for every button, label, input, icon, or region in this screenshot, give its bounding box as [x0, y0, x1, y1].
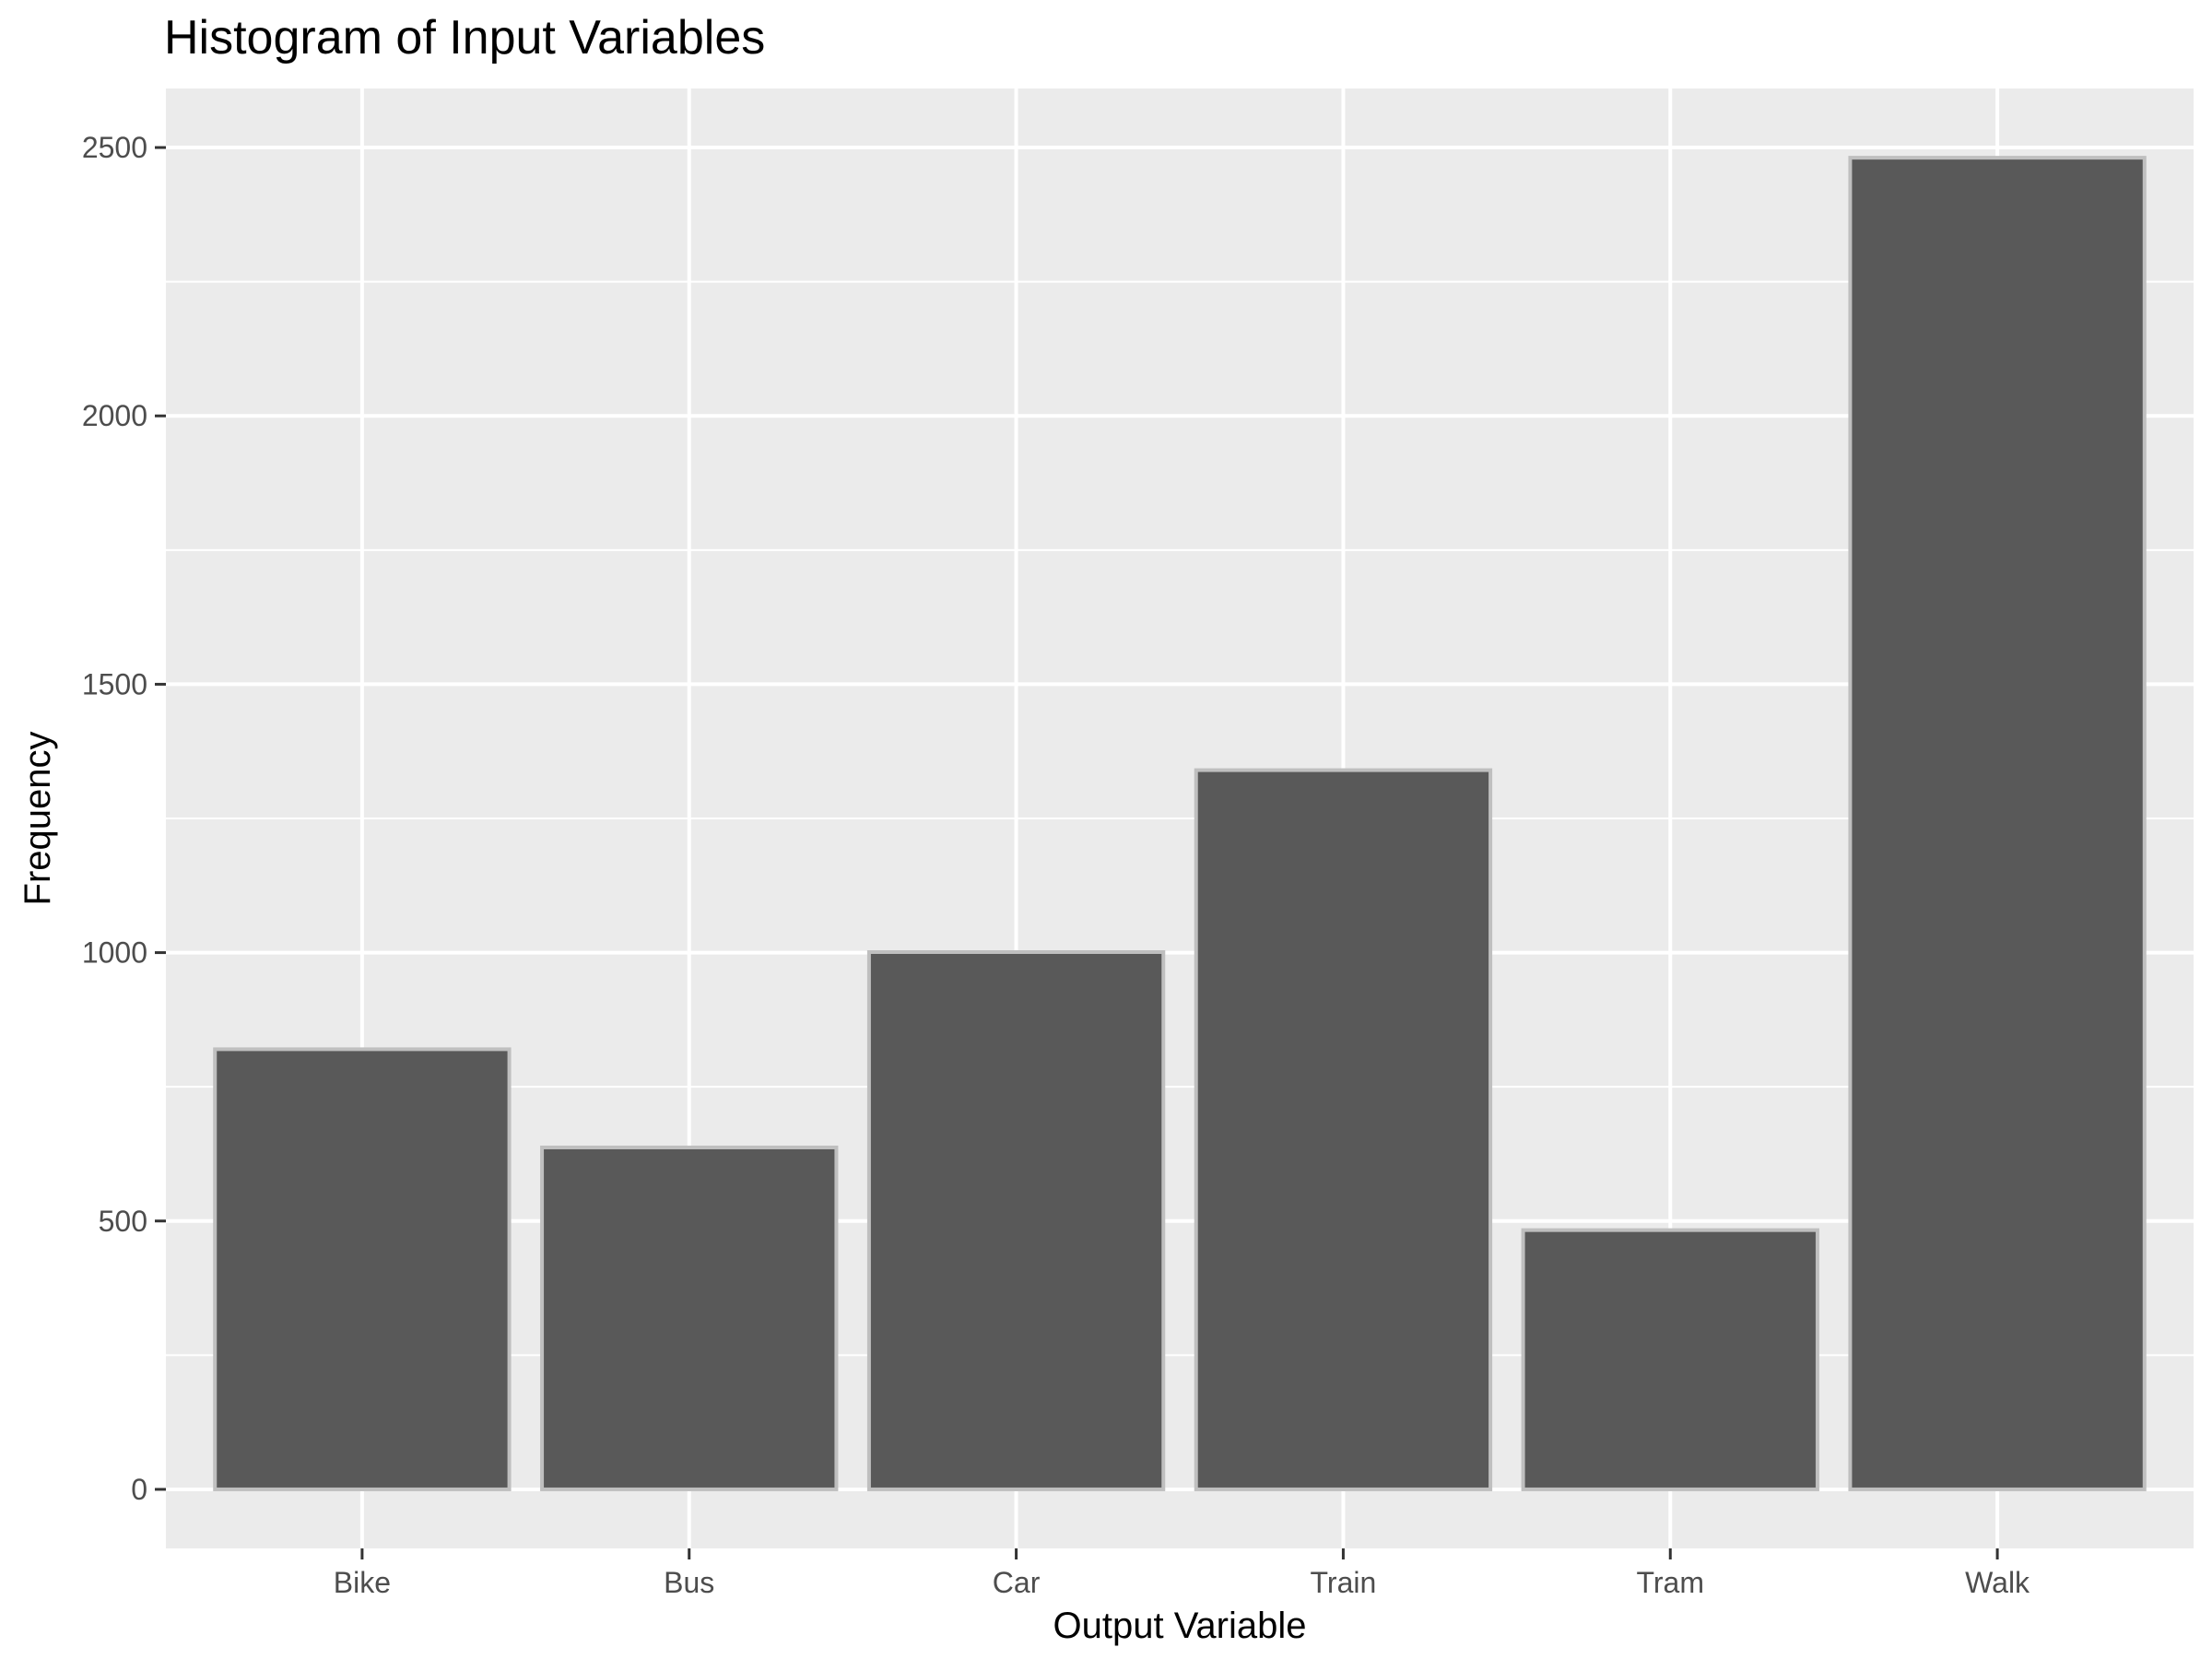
x-tick-label-train: Train	[1311, 1566, 1377, 1599]
y-tick-label: 2500	[82, 131, 147, 164]
x-tick-label-bus: Bus	[664, 1566, 714, 1599]
x-tick-label-car: Car	[993, 1566, 1041, 1599]
x-tick-label-walk: Walk	[1965, 1566, 2030, 1599]
x-tick-label-bike: Bike	[334, 1566, 391, 1599]
y-tick-label: 500	[99, 1205, 147, 1238]
x-tick-label-tram: Tram	[1637, 1566, 1704, 1599]
y-axis-title: Frequency	[18, 732, 58, 906]
y-tick-label: 2000	[82, 399, 147, 432]
bar-train	[1194, 768, 1493, 1491]
y-tick-label: 1500	[82, 667, 147, 700]
bar-bike	[213, 1047, 512, 1491]
chart-title: Histogram of Input Variables	[164, 11, 765, 65]
bar-bus	[540, 1145, 839, 1491]
x-axis-title: Output Variable	[1053, 1606, 1307, 1646]
x-axis: Bike Bus Car Train Tram Walk	[334, 1548, 2030, 1599]
y-axis: 0 500 1000 1500 2000 2500	[82, 131, 166, 1506]
bars	[213, 156, 2147, 1491]
bar-car	[866, 950, 1166, 1491]
bar-walk	[1848, 156, 2147, 1491]
y-tick-label: 1000	[82, 936, 147, 970]
y-tick-label: 0	[131, 1473, 147, 1506]
bar-tram	[1521, 1228, 1819, 1491]
